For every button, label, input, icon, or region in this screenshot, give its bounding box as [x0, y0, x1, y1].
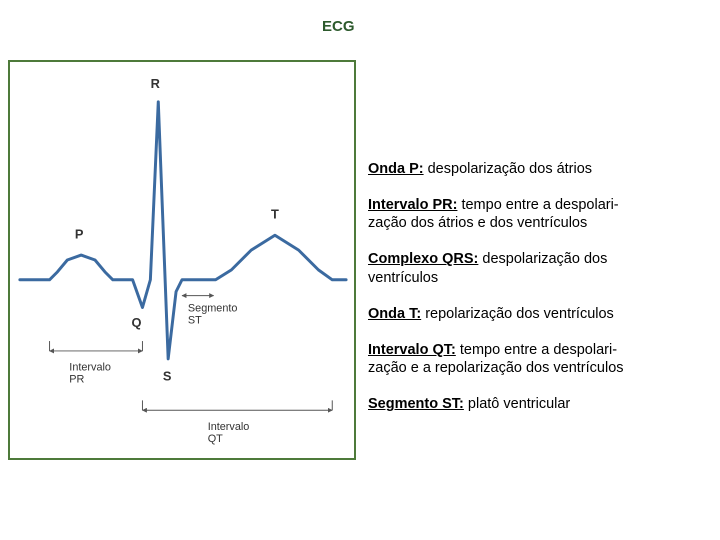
- definition-entry: Segmento ST: platô ventricular: [368, 395, 704, 413]
- segment-st-label: Segmento: [188, 302, 238, 314]
- definition-entry: Complexo QRS: despolarização dos ventrícu…: [368, 250, 704, 286]
- wave-label-r: R: [151, 76, 161, 91]
- definition-text: despolarização dos: [478, 251, 607, 267]
- definitions-list: Onda P: despolarização dos átrios Interva…: [368, 160, 704, 431]
- definition-term: Onda P:: [368, 161, 424, 177]
- wave-label-t: T: [271, 206, 279, 221]
- definition-entry: Onda T: repolarização dos ventrículos: [368, 305, 704, 323]
- interval-pr-label: PR: [69, 374, 84, 386]
- definition-term: Intervalo PR:: [368, 197, 457, 213]
- definition-text: repolarização dos ventrículos: [421, 306, 614, 322]
- page-title: ECG: [322, 18, 355, 35]
- definition-text: zação e a repolarização dos ventrículos: [368, 360, 624, 376]
- definition-text: despolarização dos átrios: [424, 161, 592, 177]
- interval-qt-label: QT: [208, 433, 223, 445]
- wave-label-q: Q: [132, 315, 142, 330]
- interval-pr-label: Intervalo: [69, 362, 111, 374]
- wave-label-p: P: [75, 226, 84, 241]
- page: ECG PRQSTSegmentoSTIntervaloPRIntervaloQ…: [0, 0, 720, 540]
- definition-term: Intervalo QT:: [368, 342, 456, 358]
- definition-entry: Intervalo PR: tempo entre a despolari-za…: [368, 196, 704, 232]
- definition-entry: Intervalo QT: tempo entre a despolari-za…: [368, 341, 704, 377]
- segment-st-label: ST: [188, 314, 202, 326]
- ecg-figure: PRQSTSegmentoSTIntervaloPRIntervaloQT: [8, 60, 356, 460]
- interval-qt-label: Intervalo: [208, 421, 250, 433]
- ecg-svg: PRQSTSegmentoSTIntervaloPRIntervaloQT: [10, 62, 354, 458]
- definition-text: tempo entre a despolari-: [457, 197, 618, 213]
- definition-entry: Onda P: despolarização dos átrios: [368, 160, 704, 178]
- definition-text: platô ventricular: [464, 396, 570, 412]
- ecg-trace: [20, 102, 346, 359]
- definition-term: Onda T:: [368, 306, 421, 322]
- definition-text: zação dos átrios e dos ventrículos: [368, 215, 587, 231]
- definition-text: tempo entre a despolari-: [456, 342, 617, 358]
- definition-text: ventrículos: [368, 270, 438, 286]
- wave-label-s: S: [163, 369, 172, 384]
- definition-term: Segmento ST:: [368, 396, 464, 412]
- definition-term: Complexo QRS:: [368, 251, 478, 267]
